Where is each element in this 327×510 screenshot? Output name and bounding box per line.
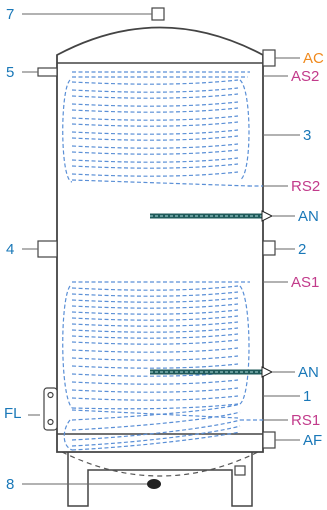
label-fl: FL bbox=[4, 405, 22, 422]
label-5: 5 bbox=[6, 64, 14, 81]
label-1: 1 bbox=[303, 388, 311, 405]
label-an-bottom: AN bbox=[298, 364, 319, 381]
anode-bottom bbox=[150, 366, 274, 378]
label-ac: AC bbox=[303, 50, 324, 67]
port-5 bbox=[37, 67, 58, 77]
label-as1: AS1 bbox=[291, 274, 319, 291]
port-7 bbox=[151, 7, 165, 21]
label-2: 2 bbox=[298, 241, 306, 258]
label-7: 7 bbox=[6, 6, 14, 23]
flange-fl bbox=[43, 387, 58, 431]
label-rs2: RS2 bbox=[291, 178, 320, 195]
label-8: 8 bbox=[6, 476, 14, 493]
label-3: 3 bbox=[303, 127, 311, 144]
leader-lines bbox=[22, 13, 300, 485]
anode-top bbox=[150, 210, 274, 222]
port-af bbox=[262, 431, 276, 449]
tank-stand bbox=[67, 452, 253, 507]
label-as2: AS2 bbox=[291, 68, 319, 85]
label-af: AF bbox=[303, 432, 322, 449]
port-8 bbox=[147, 479, 161, 489]
label-4: 4 bbox=[6, 241, 14, 258]
label-an-top: AN bbox=[298, 208, 319, 225]
bottom-dome bbox=[61, 451, 259, 477]
upper-heat-exchanger-coil bbox=[62, 71, 263, 187]
port-ac bbox=[262, 49, 276, 67]
lower-heat-exchanger-coil bbox=[62, 281, 263, 451]
port-2 bbox=[262, 240, 276, 256]
label-rs1: RS1 bbox=[291, 412, 320, 429]
port-4 bbox=[37, 240, 58, 258]
